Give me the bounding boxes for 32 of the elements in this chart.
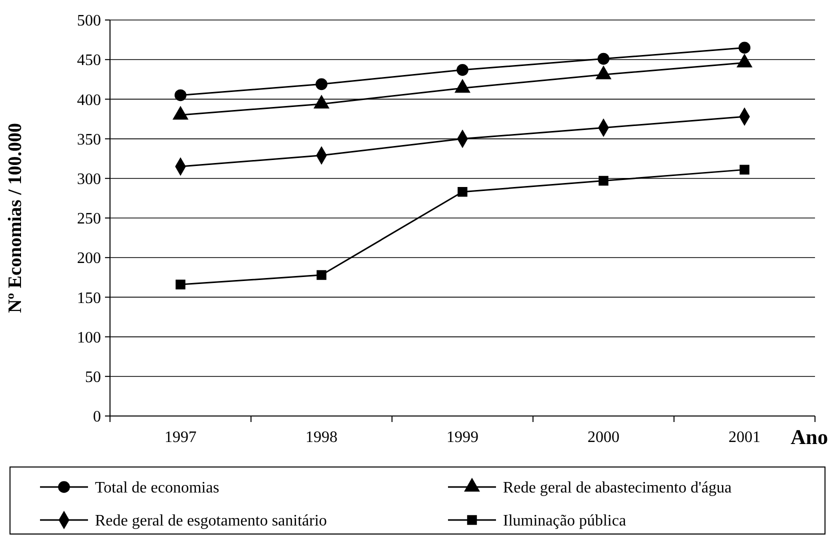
legend-label: Total de economias bbox=[95, 480, 220, 497]
y-tick-label: 350 bbox=[77, 131, 101, 148]
y-tick-label: 100 bbox=[77, 329, 101, 346]
y-axis-title: Nº Economias / 100.000 bbox=[5, 123, 26, 313]
legend-label: Rede geral de esgotamento sanitário bbox=[95, 512, 327, 530]
legend-label: Rede geral de abastecimento d'água bbox=[503, 480, 732, 497]
y-tick-label: 200 bbox=[77, 250, 101, 268]
y-tick-label: 150 bbox=[77, 290, 101, 307]
y-tick-label: 250 bbox=[77, 210, 101, 228]
point bbox=[456, 64, 468, 76]
point bbox=[174, 89, 186, 102]
point bbox=[458, 186, 468, 197]
y-tick-label: 400 bbox=[77, 92, 101, 109]
x-axis-title: Ano bbox=[790, 425, 828, 449]
point bbox=[598, 176, 608, 186]
x-tick-label: 2000 bbox=[588, 429, 620, 446]
x-tick-label: 1997 bbox=[164, 429, 196, 446]
point bbox=[176, 280, 186, 290]
point bbox=[316, 270, 326, 280]
y-tick-label: 500 bbox=[77, 12, 101, 30]
x-tick-label: 1999 bbox=[446, 429, 478, 446]
point bbox=[316, 78, 328, 90]
y-tick-label: 0 bbox=[93, 408, 101, 426]
point bbox=[740, 164, 750, 175]
point bbox=[598, 52, 610, 65]
y-tick-label: 50 bbox=[85, 369, 101, 386]
x-tick-label: 1998 bbox=[306, 429, 338, 446]
x-tick-label: 2001 bbox=[728, 429, 760, 446]
y-tick-label: 300 bbox=[77, 171, 101, 188]
y-tick-label: 450 bbox=[77, 52, 101, 70]
point bbox=[738, 42, 750, 54]
legend-label: Iluminação pública bbox=[503, 512, 626, 530]
